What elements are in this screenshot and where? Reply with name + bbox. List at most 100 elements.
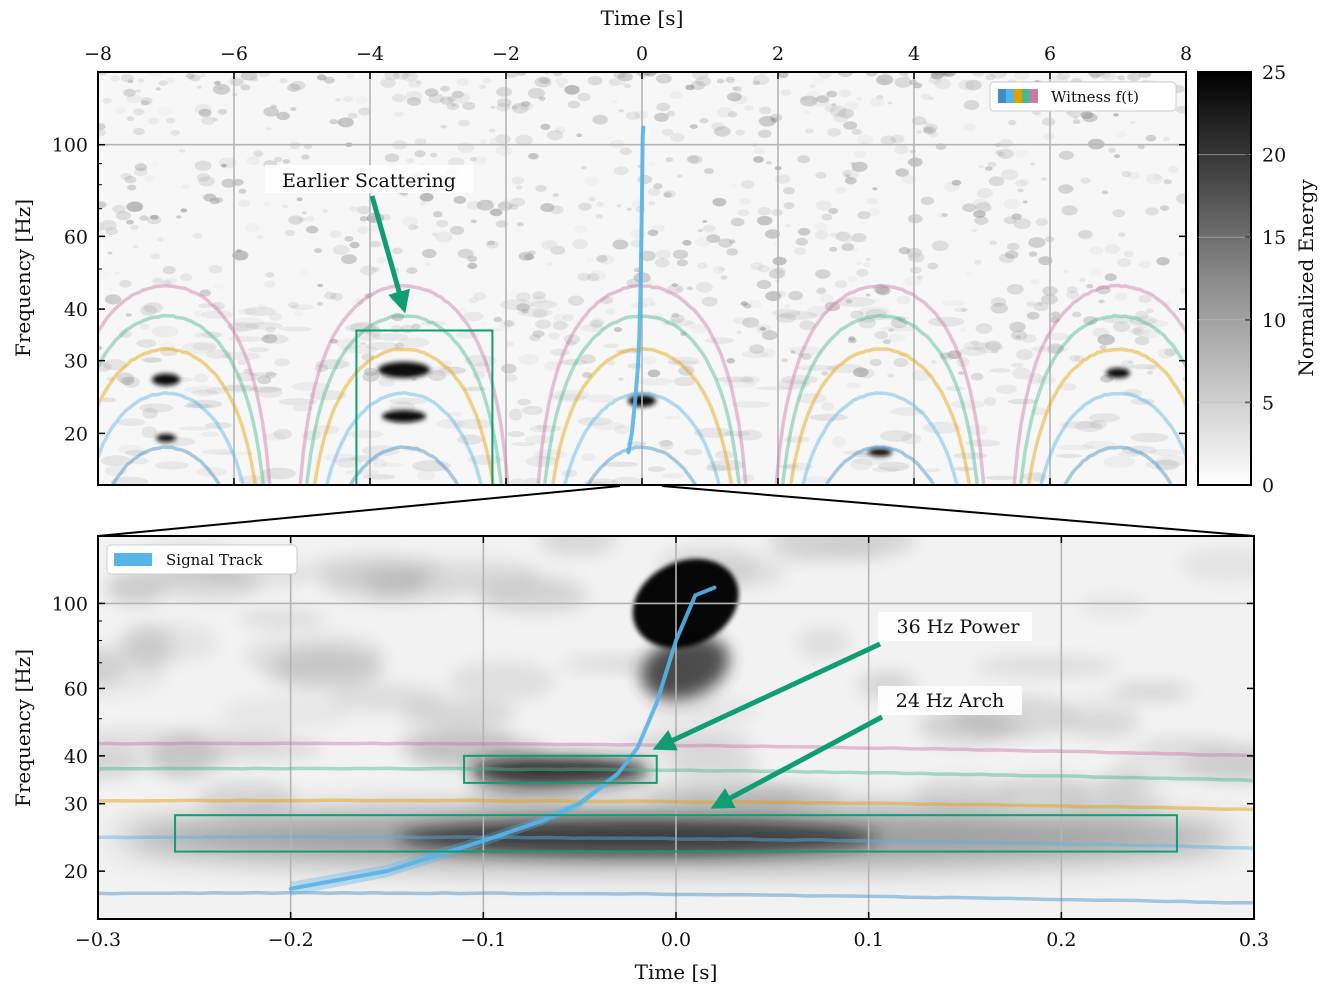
texture-speck bbox=[740, 301, 748, 306]
texture-speck bbox=[895, 168, 909, 177]
texture-speck bbox=[104, 465, 128, 476]
texture-speck bbox=[757, 215, 773, 226]
texture-speck bbox=[555, 126, 566, 134]
texture-speck bbox=[298, 269, 311, 277]
texture-speck bbox=[730, 217, 745, 227]
texture-speck bbox=[1130, 432, 1169, 443]
texture-speck bbox=[714, 126, 731, 137]
texture-speck bbox=[1115, 130, 1127, 138]
witness-arch bbox=[542, 314, 741, 485]
earlier-scattering-annotation: Earlier Scattering bbox=[265, 165, 473, 314]
texture-speck bbox=[848, 336, 856, 341]
texture-speck bbox=[991, 349, 999, 354]
colorbar: 0 5 10 15 20 25 Normalized Energy bbox=[1197, 62, 1318, 497]
texture-speck bbox=[893, 357, 909, 368]
texture-speck bbox=[1030, 407, 1049, 416]
texture-speck bbox=[341, 345, 379, 354]
texture-speck bbox=[759, 106, 772, 115]
texture-speck bbox=[550, 245, 566, 255]
texture-speck bbox=[1015, 149, 1029, 158]
texture-speck bbox=[278, 398, 317, 406]
texture-speck bbox=[872, 187, 878, 191]
y-tick-label: 30 bbox=[64, 351, 88, 373]
texture-speck bbox=[1079, 278, 1086, 282]
texture-speck bbox=[615, 349, 642, 354]
texture-speck bbox=[818, 72, 832, 79]
texture-speck bbox=[218, 157, 237, 169]
texture-speck bbox=[360, 265, 377, 276]
texture-speck bbox=[858, 317, 876, 329]
texture-speck bbox=[287, 83, 301, 93]
texture-speck bbox=[846, 382, 861, 389]
texture-speck bbox=[778, 72, 789, 78]
texture-speck bbox=[116, 372, 134, 384]
texture-speck bbox=[1089, 413, 1120, 423]
texture-speck bbox=[198, 108, 212, 117]
texture-speck bbox=[611, 476, 643, 485]
texture-speck bbox=[904, 75, 909, 79]
texture-speck bbox=[744, 105, 754, 111]
texture-speck bbox=[1137, 144, 1145, 150]
texture-speck bbox=[553, 314, 566, 322]
colorbar-ticks: 0 5 10 15 20 25 bbox=[1198, 62, 1286, 497]
texture-speck bbox=[853, 452, 871, 458]
texture-speck bbox=[562, 469, 578, 478]
texture-speck bbox=[230, 77, 244, 86]
texture-speck bbox=[1004, 250, 1019, 259]
witness-arch bbox=[98, 347, 258, 485]
texture-speck bbox=[98, 123, 106, 130]
texture-speck bbox=[874, 330, 889, 340]
texture-speck bbox=[999, 253, 1015, 264]
texture-speck bbox=[551, 393, 587, 402]
texture-speck bbox=[198, 303, 213, 309]
texture-speck bbox=[421, 248, 437, 259]
texture-speck bbox=[367, 578, 456, 603]
texture-speck bbox=[550, 390, 590, 401]
texture-speck bbox=[584, 478, 619, 485]
texture-speck bbox=[1127, 171, 1141, 180]
texture-speck bbox=[316, 301, 324, 306]
texture-speck bbox=[718, 267, 726, 272]
texture-speck bbox=[238, 188, 247, 194]
texture-speck bbox=[600, 296, 613, 305]
texture-speck bbox=[184, 403, 213, 409]
texture-speck bbox=[1078, 229, 1092, 239]
texture-speck bbox=[120, 376, 135, 386]
texture-speck bbox=[614, 166, 629, 176]
colorbar-tick-label: 25 bbox=[1262, 62, 1286, 84]
texture-speck bbox=[520, 101, 531, 107]
texture-speck bbox=[419, 192, 434, 202]
texture-speck bbox=[157, 106, 173, 117]
texture-speck bbox=[951, 400, 985, 409]
texture-speck bbox=[1130, 398, 1155, 405]
texture-speck bbox=[1012, 367, 1031, 380]
texture-speck bbox=[644, 278, 654, 285]
texture-speck bbox=[358, 107, 372, 116]
texture-speck bbox=[1098, 299, 1105, 304]
texture-speck bbox=[735, 129, 745, 136]
y-tick-label: 40 bbox=[64, 299, 88, 321]
texture-speck bbox=[468, 297, 479, 304]
texture-speck bbox=[1082, 440, 1117, 450]
texture-speck bbox=[451, 103, 457, 107]
texture-speck bbox=[144, 357, 162, 364]
y-tick-label: 100 bbox=[52, 135, 88, 157]
texture-speck bbox=[192, 736, 322, 762]
texture-speck bbox=[482, 78, 492, 84]
y-tick-label: 30 bbox=[64, 794, 88, 816]
texture-speck bbox=[715, 450, 734, 460]
texture-speck bbox=[189, 74, 201, 82]
texture-speck bbox=[1083, 316, 1098, 326]
texture-speck bbox=[1112, 209, 1126, 218]
texture-speck bbox=[1011, 330, 1028, 341]
texture-speck bbox=[618, 377, 624, 381]
texture-speck bbox=[1147, 364, 1158, 372]
texture-speck bbox=[888, 333, 906, 343]
texture-speck bbox=[995, 384, 1018, 394]
texture-speck bbox=[1030, 162, 1036, 166]
texture-speck bbox=[563, 334, 581, 345]
texture-speck bbox=[488, 137, 503, 146]
witness-arch bbox=[563, 391, 721, 485]
texture-speck bbox=[925, 468, 941, 473]
texture-speck bbox=[755, 324, 772, 334]
